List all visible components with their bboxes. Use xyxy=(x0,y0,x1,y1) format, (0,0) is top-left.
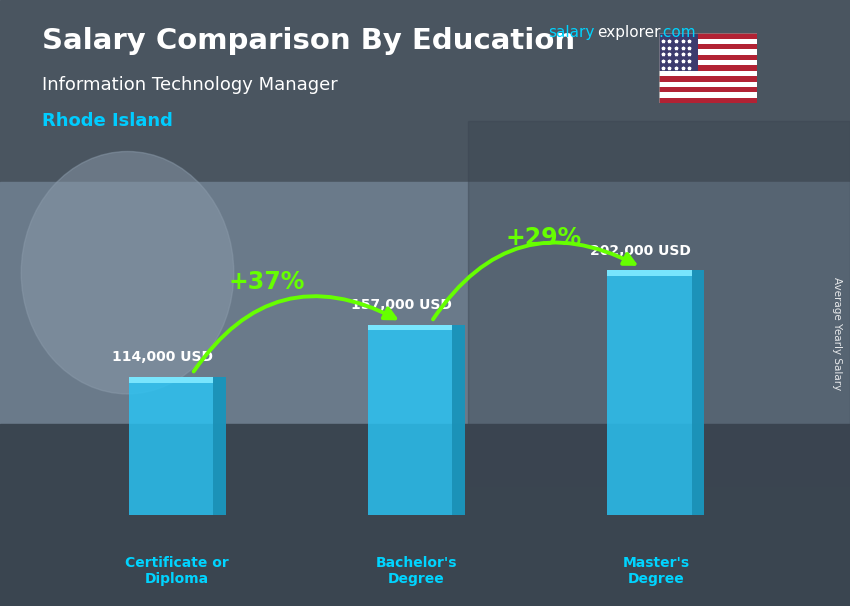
Bar xyxy=(659,71,756,76)
Bar xyxy=(659,82,756,87)
Bar xyxy=(659,33,698,71)
Text: +37%: +37% xyxy=(229,270,305,293)
FancyBboxPatch shape xyxy=(607,270,705,515)
Text: explorer: explorer xyxy=(598,25,661,41)
Bar xyxy=(659,87,756,92)
Text: Master's
Degree: Master's Degree xyxy=(622,556,689,586)
Text: Bachelor's
Degree: Bachelor's Degree xyxy=(376,556,457,586)
Text: Salary Comparison By Education: Salary Comparison By Education xyxy=(42,27,575,55)
Text: salary: salary xyxy=(548,25,595,41)
Bar xyxy=(0,182,850,424)
Bar xyxy=(659,92,756,98)
FancyBboxPatch shape xyxy=(128,377,226,515)
FancyBboxPatch shape xyxy=(128,377,213,382)
Text: Rhode Island: Rhode Island xyxy=(42,112,173,130)
Bar xyxy=(659,44,756,50)
FancyBboxPatch shape xyxy=(607,270,692,276)
Text: +29%: +29% xyxy=(506,225,581,250)
Text: 202,000 USD: 202,000 USD xyxy=(591,244,691,258)
Bar xyxy=(468,121,850,485)
Bar xyxy=(659,98,756,103)
Text: Certificate or
Diploma: Certificate or Diploma xyxy=(125,556,229,586)
Text: Average Yearly Salary: Average Yearly Salary xyxy=(832,277,842,390)
FancyBboxPatch shape xyxy=(368,325,465,515)
Text: 157,000 USD: 157,000 USD xyxy=(351,298,452,312)
Bar xyxy=(659,55,756,60)
Bar xyxy=(659,33,756,39)
Bar xyxy=(0,0,850,182)
Bar xyxy=(659,65,756,71)
Bar xyxy=(659,60,756,65)
FancyBboxPatch shape xyxy=(213,377,226,515)
Text: Information Technology Manager: Information Technology Manager xyxy=(42,76,338,94)
Text: .com: .com xyxy=(659,25,696,41)
Ellipse shape xyxy=(21,152,234,394)
Bar xyxy=(659,76,756,82)
FancyBboxPatch shape xyxy=(452,325,465,515)
Bar xyxy=(659,50,756,55)
FancyBboxPatch shape xyxy=(368,325,452,330)
Bar xyxy=(659,39,756,44)
Bar xyxy=(0,424,850,606)
Text: 114,000 USD: 114,000 USD xyxy=(111,350,212,364)
FancyBboxPatch shape xyxy=(692,270,705,515)
